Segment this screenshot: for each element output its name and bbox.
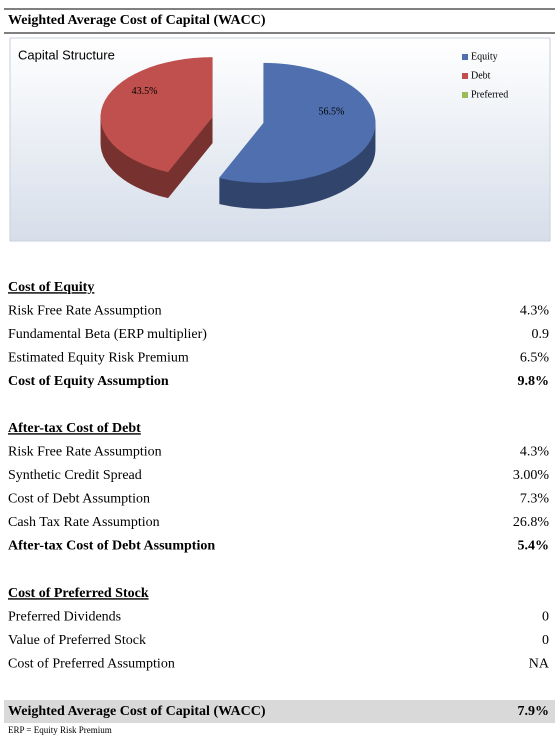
summary-band <box>4 700 555 723</box>
row-label: Fundamental Beta (ERP multiplier) <box>8 327 207 342</box>
slice <box>100 57 213 173</box>
row-label: Cost of Debt Assumption <box>8 492 150 507</box>
row-value: 3.00% <box>513 468 550 483</box>
legend-label: Debt <box>471 70 491 81</box>
row-value: 0 <box>542 633 549 648</box>
legend-swatch <box>462 92 468 98</box>
row-label: Cash Tax Rate Assumption <box>8 515 160 530</box>
legend-label: Equity <box>471 51 498 62</box>
chart-title: Capital Structure <box>18 47 115 62</box>
section-heading: After-tax Cost of Debt <box>8 421 141 436</box>
row-label: Risk Free Rate Assumption <box>8 445 162 460</box>
row-value: 0.9 <box>532 327 550 342</box>
row-value: 4.3% <box>520 304 550 319</box>
row-value: 4.3% <box>520 445 550 460</box>
summary-value: 7.9% <box>518 704 550 719</box>
slice-label: 56.5% <box>319 107 345 118</box>
section-heading: Cost of Preferred Stock <box>8 586 149 601</box>
row-value: 0 <box>542 610 549 625</box>
row-label: Preferred Dividends <box>8 610 121 625</box>
row-label: Estimated Equity Risk Premium <box>8 351 189 366</box>
row-value: 26.8% <box>513 515 550 530</box>
row-value: 7.3% <box>520 492 550 507</box>
slice-label: 43.5% <box>132 86 158 97</box>
row-label: Risk Free Rate Assumption <box>8 304 162 319</box>
row-label: Value of Preferred Stock <box>8 633 146 648</box>
legend-swatch <box>462 54 468 60</box>
section-heading: Cost of Equity <box>8 280 94 295</box>
row-value: 6.5% <box>520 351 550 366</box>
total-value: 9.8% <box>518 374 550 389</box>
total-value: 5.4% <box>518 539 550 554</box>
row-value: NA <box>529 657 550 672</box>
summary-label: Weighted Average Cost of Capital (WACC) <box>8 704 266 719</box>
legend-label: Preferred <box>471 89 508 100</box>
footnote: ERP = Equity Risk Premium <box>8 725 112 735</box>
row-label: Cost of Preferred Assumption <box>8 657 175 672</box>
slice <box>218 62 376 183</box>
total-label: After-tax Cost of Debt Assumption <box>8 539 215 554</box>
page-title: Weighted Average Cost of Capital (WACC) <box>8 13 266 28</box>
row-label: Synthetic Credit Spread <box>8 468 142 483</box>
total-label: Cost of Equity Assumption <box>8 374 169 389</box>
legend-swatch <box>462 73 468 79</box>
